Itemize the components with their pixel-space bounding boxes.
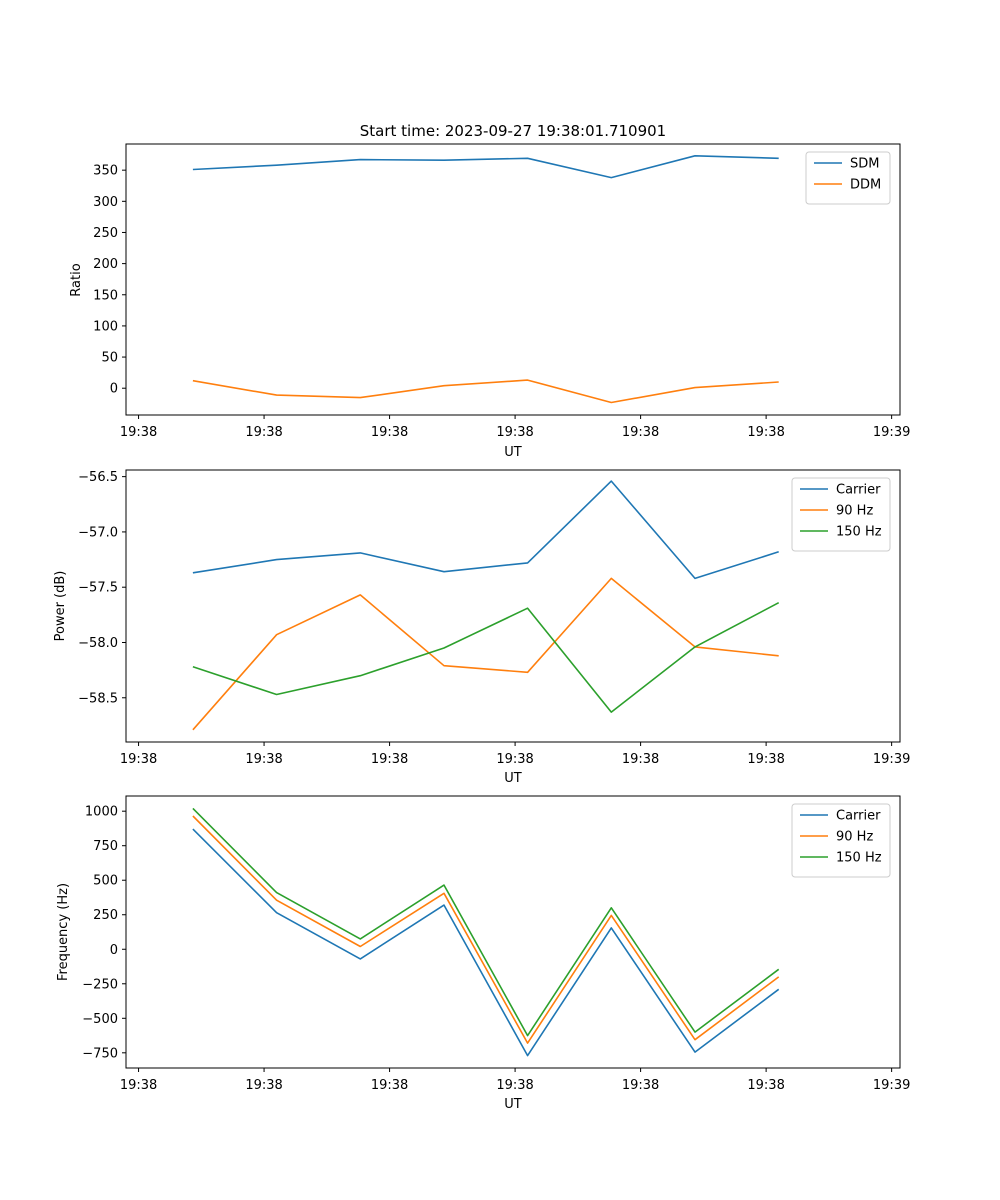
x-tick-label: 19:38 bbox=[496, 1078, 533, 1093]
y-tick-label: 0 bbox=[110, 943, 118, 958]
x-tick-label: 19:38 bbox=[496, 752, 533, 767]
x-tick-label: 19:38 bbox=[747, 752, 784, 767]
y-tick-label: 100 bbox=[93, 319, 118, 334]
y-tick-label: 500 bbox=[93, 874, 118, 889]
plot-frame bbox=[125, 469, 901, 743]
x-axis-label: UT bbox=[504, 771, 522, 786]
y-tick-label: −57.5 bbox=[78, 581, 118, 596]
plot-frame bbox=[125, 143, 901, 416]
panel-frequency: UT Frequency (Hz) 19:38 19:38 19:38 19:38 19… bbox=[56, 795, 910, 1112]
y-axis-label: Frequency (Hz) bbox=[56, 883, 71, 981]
x-tick-label: 19:38 bbox=[622, 752, 659, 767]
x-tick-label: 19:38 bbox=[747, 1078, 784, 1093]
y-tick-label: −250 bbox=[82, 977, 118, 992]
legend-label: Carrier bbox=[836, 809, 881, 824]
y-tick-label: 250 bbox=[93, 226, 118, 241]
x-axis-label: UT bbox=[504, 445, 522, 460]
y-tick-label: 0 bbox=[110, 382, 118, 397]
series-line-90-hz bbox=[192, 815, 780, 1044]
x-tick-label: 19:38 bbox=[371, 1078, 408, 1093]
series-line-carrier bbox=[192, 828, 780, 1057]
series-line-150-hz bbox=[192, 601, 780, 713]
y-tick-label: 150 bbox=[93, 288, 118, 303]
series-line-150-hz bbox=[192, 807, 780, 1037]
x-tick-label: 19:39 bbox=[873, 425, 910, 440]
legend-box bbox=[791, 803, 891, 878]
x-tick-label: 19:38 bbox=[371, 752, 408, 767]
x-axis-label: UT bbox=[504, 1097, 522, 1112]
y-axis-label: Power (dB) bbox=[53, 571, 68, 642]
x-tick-label: 19:38 bbox=[120, 425, 157, 440]
y-tick-label: 300 bbox=[93, 195, 118, 210]
figure-title: Start time: 2023-09-27 19:38:01.710901 bbox=[360, 122, 666, 140]
legend-box bbox=[805, 151, 891, 205]
y-tick-label: −58.5 bbox=[78, 691, 118, 706]
legend: Carrier 90 Hz 150 Hz bbox=[791, 803, 891, 878]
series-line-90-hz bbox=[192, 577, 779, 731]
y-tick-label: 250 bbox=[93, 908, 118, 923]
legend-label: 150 Hz bbox=[836, 851, 882, 866]
y-tick-label: −58.0 bbox=[78, 636, 118, 651]
legend: SDM DDM bbox=[805, 151, 891, 205]
x-tick-label: 19:38 bbox=[496, 425, 533, 440]
series-line-sdm bbox=[192, 155, 779, 179]
y-tick-label: −57.0 bbox=[78, 525, 118, 540]
y-tick-label: 200 bbox=[93, 257, 118, 272]
x-tick-label: 19:39 bbox=[873, 752, 910, 767]
y-tick-label: −750 bbox=[82, 1046, 118, 1061]
plot-frame bbox=[125, 795, 901, 1069]
x-tick-label: 19:38 bbox=[245, 425, 282, 440]
panel-power: UT Power (dB) 19:38 19:38 19:38 19:38 19:38 1… bbox=[53, 469, 910, 786]
legend: Carrier 90 Hz 150 Hz bbox=[791, 477, 891, 552]
legend-box bbox=[791, 477, 891, 552]
x-tick-label: 19:39 bbox=[873, 1078, 910, 1093]
legend-label: 150 Hz bbox=[836, 525, 882, 540]
x-tick-label: 19:38 bbox=[622, 1078, 659, 1093]
y-tick-label: 50 bbox=[101, 351, 118, 366]
x-tick-label: 19:38 bbox=[245, 752, 282, 767]
legend-label: 90 Hz bbox=[836, 504, 873, 519]
x-tick-label: 19:38 bbox=[371, 425, 408, 440]
series-line-carrier bbox=[192, 480, 779, 580]
legend-label: 90 Hz bbox=[836, 830, 873, 845]
panel-ratio: UT Ratio 19:38 19:38 19:38 19:38 19:38 19:38 1… bbox=[69, 143, 910, 460]
legend-label: SDM bbox=[850, 157, 879, 172]
y-tick-label: −500 bbox=[82, 1012, 118, 1027]
y-tick-label: 350 bbox=[93, 164, 118, 179]
legend-label: Carrier bbox=[836, 483, 881, 498]
x-tick-label: 19:38 bbox=[120, 1078, 157, 1093]
x-tick-label: 19:38 bbox=[747, 425, 784, 440]
x-tick-label: 19:38 bbox=[120, 752, 157, 767]
legend-label: DDM bbox=[850, 178, 881, 193]
series-line-ddm bbox=[192, 379, 779, 404]
y-tick-label: 750 bbox=[93, 839, 118, 854]
y-tick-label: −56.5 bbox=[78, 470, 118, 485]
y-axis-label: Ratio bbox=[69, 263, 84, 296]
y-tick-label: 1000 bbox=[85, 805, 118, 820]
x-tick-label: 19:38 bbox=[622, 425, 659, 440]
x-tick-label: 19:38 bbox=[245, 1078, 282, 1093]
